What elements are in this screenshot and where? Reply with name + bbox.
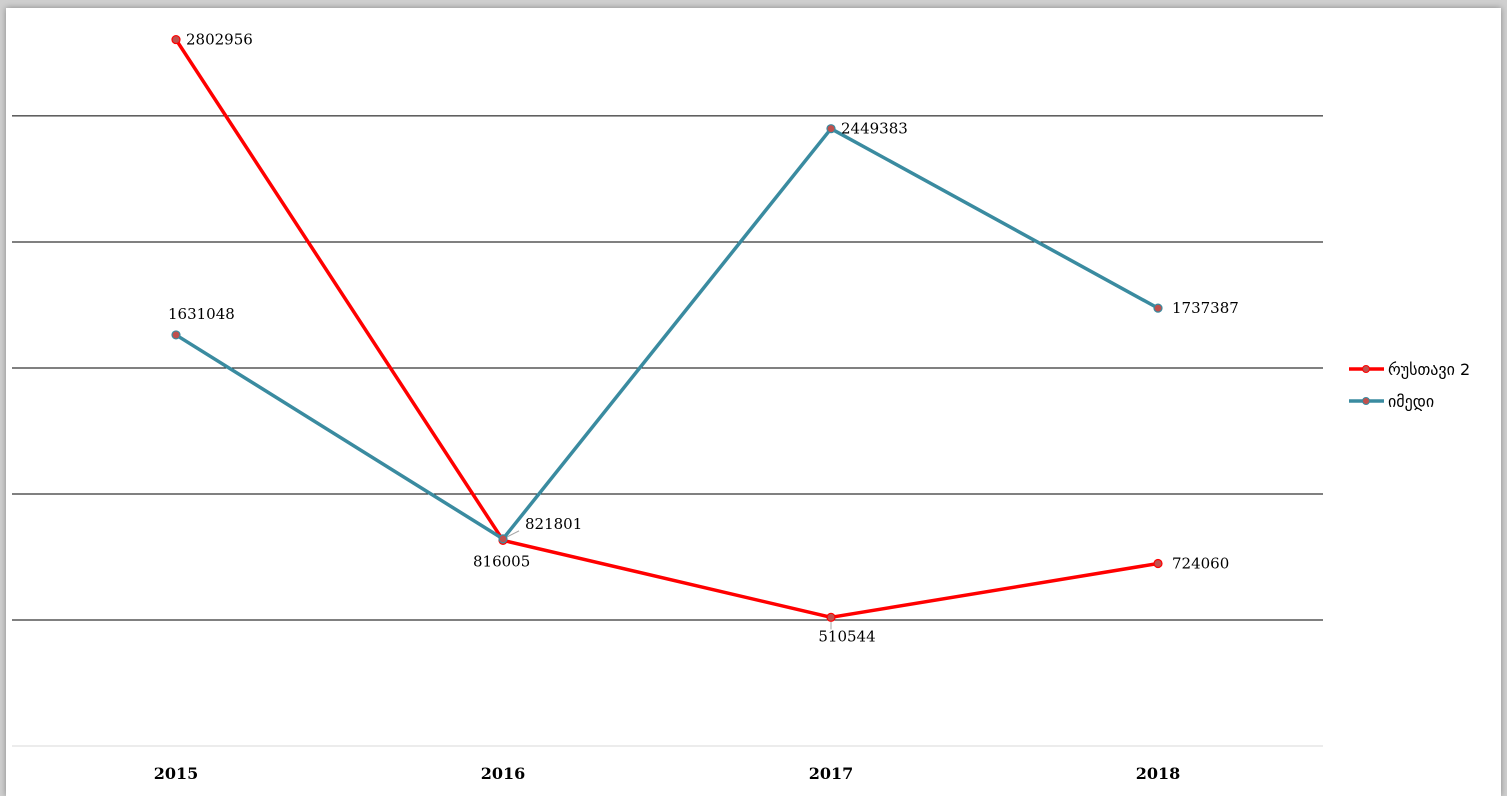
data-point-marker — [171, 34, 181, 45]
data-point-marker — [171, 330, 181, 340]
data-label: 1737387 — [1172, 299, 1239, 317]
gridlines — [12, 115, 1323, 747]
chart-frame — [6, 8, 1501, 796]
data-point-marker — [826, 124, 836, 134]
data-label: 816005 — [473, 552, 530, 570]
series-line-2 — [175, 126, 1159, 541]
x-tick-label: 2015 — [154, 764, 199, 783]
data-label: 2449383 — [841, 120, 908, 138]
data-label: 510544 — [818, 627, 875, 645]
legend-swatch-marker — [1362, 365, 1370, 373]
data-point-marker — [1153, 558, 1163, 569]
x-tick-label: 2018 — [1136, 764, 1181, 783]
x-axis-tick-labels: 2015 2016 2017 2018 — [154, 764, 1181, 783]
x-tick-label: 2016 — [481, 764, 526, 783]
data-labels: 2802956 816005 510544 724060 1631048 821801 24… — [168, 31, 1239, 646]
legend: რუსთავი 2 იმედი — [1349, 360, 1470, 411]
data-label: 1631048 — [168, 305, 235, 323]
data-point-marker — [1153, 303, 1163, 313]
x-tick-label: 2017 — [809, 764, 854, 783]
data-label: 821801 — [525, 515, 582, 533]
data-point-marker — [498, 534, 508, 544]
legend-label: რუსთავი 2 — [1388, 360, 1470, 379]
series-line-1 — [174, 38, 1159, 620]
data-label: 724060 — [1172, 555, 1229, 573]
data-label: 2802956 — [186, 31, 253, 49]
data-point-marker — [826, 612, 836, 622]
legend-swatch-marker — [1362, 397, 1370, 405]
series-lines — [174, 38, 1159, 620]
legend-label: იმედი — [1388, 392, 1434, 411]
series-markers — [171, 34, 1163, 622]
